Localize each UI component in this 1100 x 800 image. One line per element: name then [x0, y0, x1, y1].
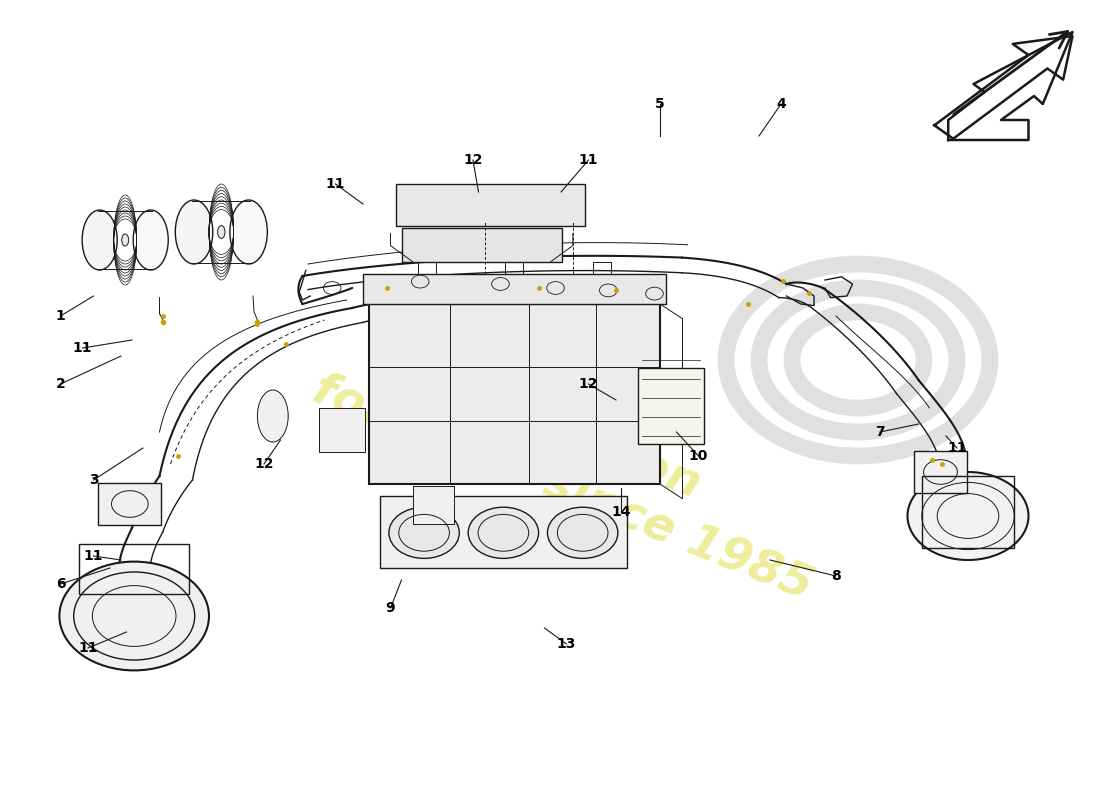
Text: 11: 11: [73, 341, 92, 355]
Ellipse shape: [133, 210, 168, 270]
FancyBboxPatch shape: [396, 184, 585, 226]
FancyBboxPatch shape: [914, 451, 967, 493]
Ellipse shape: [175, 200, 212, 264]
Ellipse shape: [218, 226, 226, 238]
Text: 5: 5: [656, 97, 664, 111]
FancyBboxPatch shape: [368, 304, 660, 484]
Text: 14: 14: [612, 505, 631, 519]
FancyBboxPatch shape: [363, 274, 666, 304]
Text: 11: 11: [84, 549, 103, 563]
Text: 7: 7: [876, 425, 884, 439]
Ellipse shape: [230, 200, 267, 264]
FancyBboxPatch shape: [638, 368, 704, 444]
Text: 1: 1: [56, 309, 65, 323]
Circle shape: [548, 507, 618, 558]
Circle shape: [469, 507, 539, 558]
Text: 12: 12: [579, 377, 598, 391]
Text: 12: 12: [254, 457, 274, 471]
Text: 11: 11: [947, 441, 967, 455]
Text: 11: 11: [326, 177, 345, 191]
Text: 12: 12: [463, 153, 483, 167]
FancyBboxPatch shape: [319, 408, 365, 452]
Circle shape: [908, 472, 1028, 560]
Ellipse shape: [257, 390, 288, 442]
Text: 8: 8: [832, 569, 840, 583]
Text: 10: 10: [689, 449, 708, 463]
Text: 11: 11: [78, 641, 98, 655]
Text: 2: 2: [56, 377, 65, 391]
FancyBboxPatch shape: [379, 496, 627, 568]
FancyBboxPatch shape: [412, 486, 454, 524]
Text: 13: 13: [557, 637, 576, 651]
Ellipse shape: [82, 210, 118, 270]
Text: 3: 3: [89, 473, 98, 487]
Circle shape: [59, 562, 209, 670]
Text: 9: 9: [386, 601, 395, 615]
Text: a passion
for parts since 1985: a passion for parts since 1985: [306, 319, 838, 609]
FancyBboxPatch shape: [98, 483, 162, 525]
Text: 4: 4: [777, 97, 785, 111]
Circle shape: [389, 507, 460, 558]
Text: 11: 11: [579, 153, 598, 167]
Ellipse shape: [122, 234, 129, 246]
Text: 6: 6: [56, 577, 65, 591]
FancyBboxPatch shape: [402, 228, 562, 262]
